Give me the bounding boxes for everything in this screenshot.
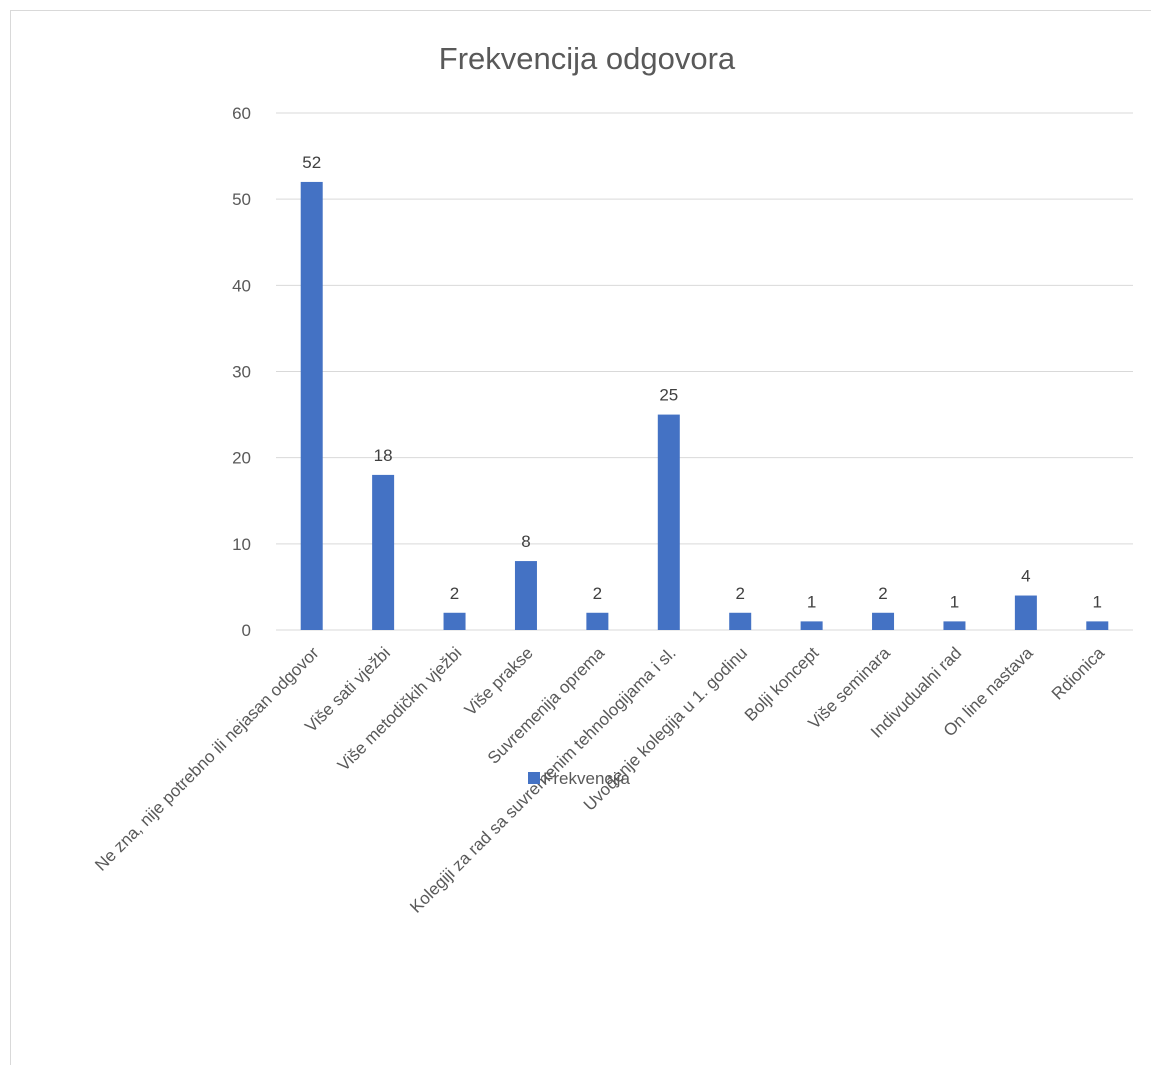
- data-label: 8: [521, 532, 530, 551]
- data-label: 25: [659, 386, 678, 405]
- category-label: Ne zna, nije potrebno ili nejasan odgovo…: [91, 643, 323, 875]
- bar: [943, 621, 966, 630]
- data-label: 2: [735, 584, 744, 603]
- data-labels: 52 18 2 8 2 25 2 1 2 1 4 1: [302, 153, 1102, 611]
- legend-swatch: [528, 772, 540, 784]
- bar: [872, 612, 895, 630]
- data-label: 52: [302, 153, 321, 172]
- y-tick-label: 30: [232, 363, 251, 382]
- data-label: 1: [950, 592, 959, 611]
- y-tick-label: 60: [232, 104, 251, 123]
- y-tick-label: 50: [232, 190, 251, 209]
- bar: [729, 612, 752, 630]
- legend: Frekvencija: [528, 769, 630, 788]
- category-label: Suvremenija oprema: [484, 643, 609, 768]
- bar: [1014, 595, 1037, 630]
- data-label: 1: [807, 592, 816, 611]
- bar: [657, 414, 680, 630]
- bar: [1086, 621, 1109, 630]
- bars: [300, 181, 1109, 630]
- chart-title: Frekvencija odgovora: [439, 41, 736, 76]
- legend-label: Frekvencija: [543, 769, 630, 788]
- y-axis-ticks: 0 10 20 30 40 50 60: [232, 104, 251, 640]
- bar: [372, 474, 395, 630]
- chart-frame: Frekvencija odgovora 0 10 20 30 40 50 60 52 18 2…: [10, 10, 1151, 1065]
- y-tick-label: 40: [232, 276, 251, 295]
- bar: [800, 621, 823, 630]
- bar: [514, 561, 537, 630]
- data-label: 2: [878, 584, 887, 603]
- data-label: 18: [374, 446, 393, 465]
- bar: [300, 181, 323, 630]
- y-tick-label: 10: [232, 535, 251, 554]
- category-label: Više metodičkih vježbi: [334, 643, 465, 774]
- category-label: Više prakse: [461, 643, 537, 719]
- category-label: Rdionica: [1048, 643, 1109, 704]
- bar: [443, 612, 466, 630]
- gridlines: [276, 112, 1133, 631]
- data-label: 4: [1021, 567, 1030, 586]
- data-label: 1: [1093, 592, 1102, 611]
- data-label: 2: [593, 584, 602, 603]
- bar: [586, 612, 609, 630]
- data-label: 2: [450, 584, 459, 603]
- y-tick-label: 0: [242, 621, 251, 640]
- y-tick-label: 20: [232, 449, 251, 468]
